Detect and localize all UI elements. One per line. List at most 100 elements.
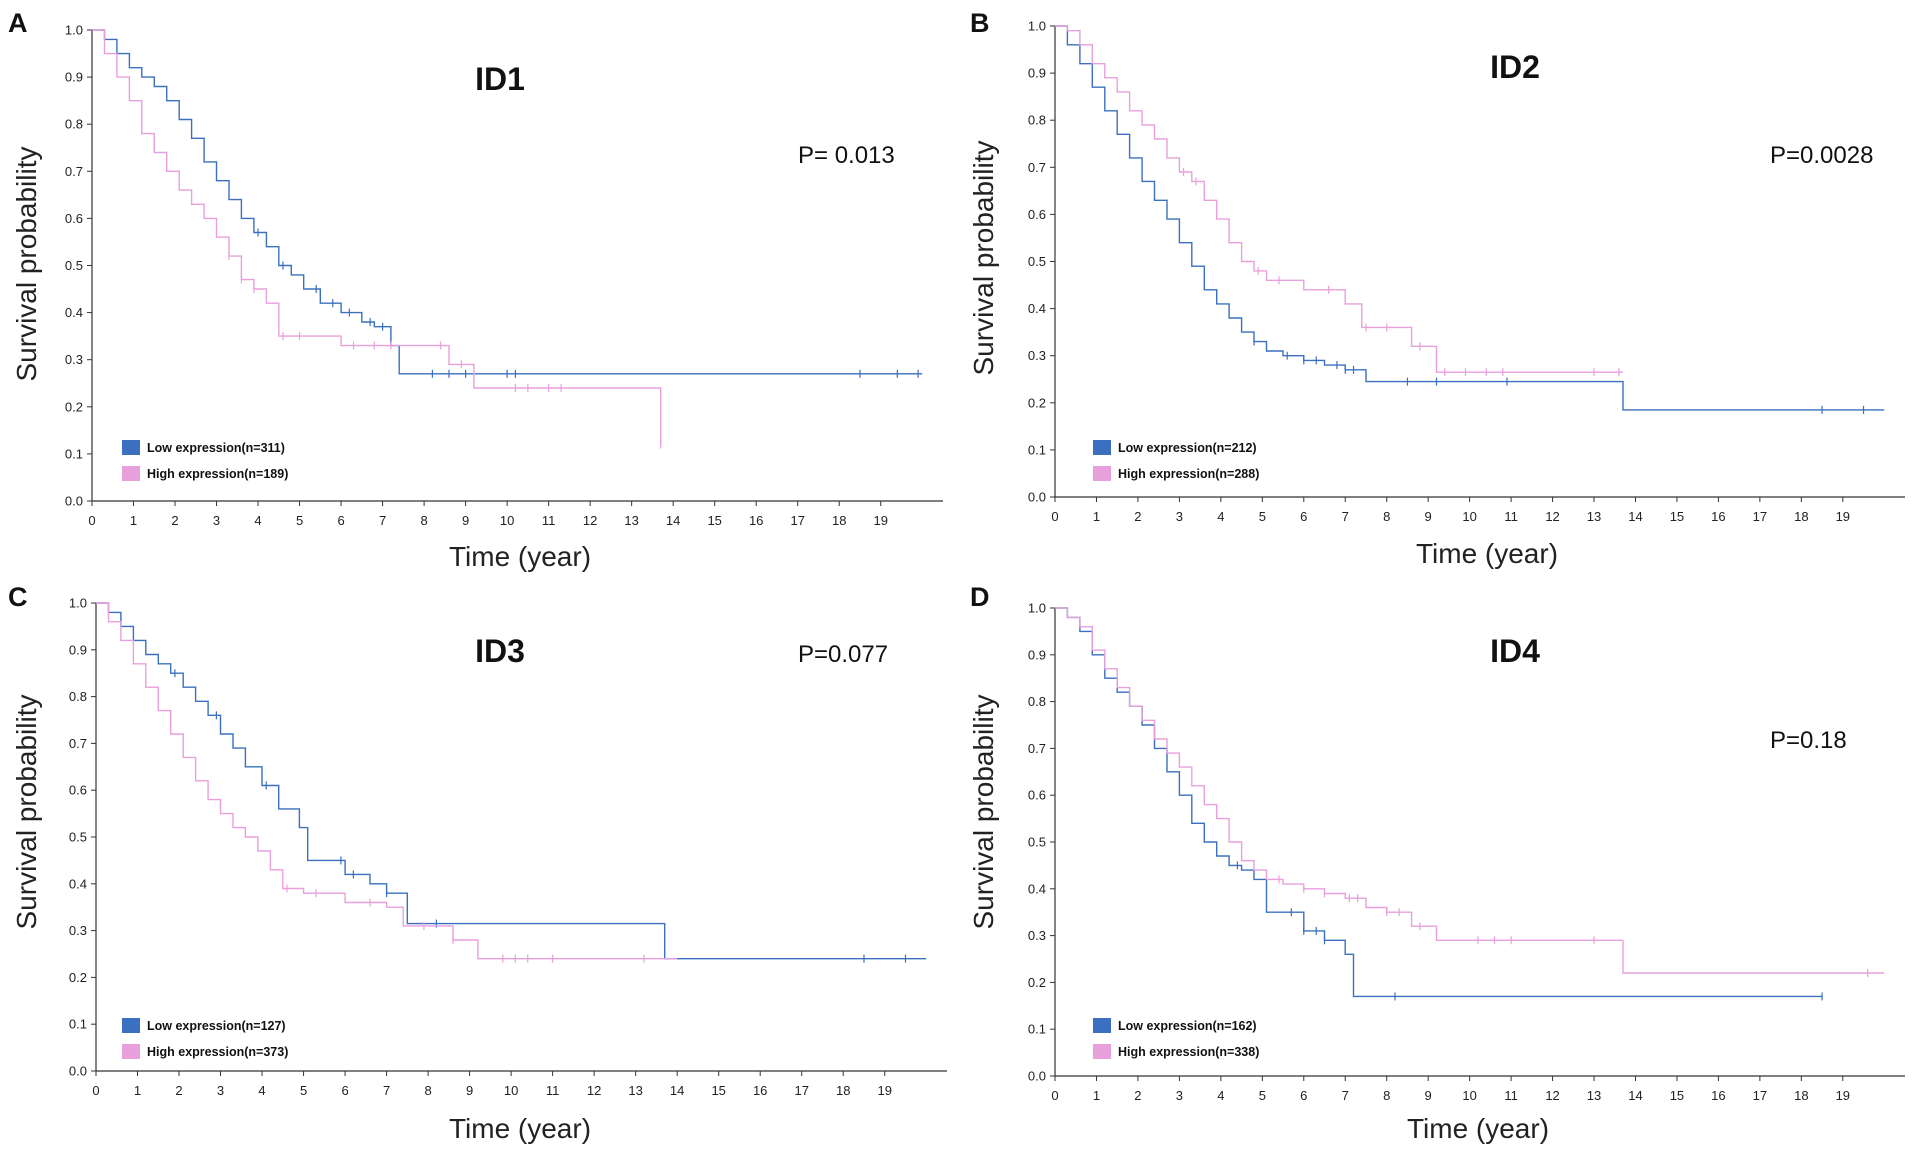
x-tick-label-d: 15 <box>1670 1088 1684 1103</box>
x-tick-label-c: 9 <box>466 1083 473 1098</box>
x-tick-label-b: 18 <box>1794 509 1808 524</box>
x-tick-label-b: 8 <box>1383 509 1390 524</box>
x-tick-label-a: 5 <box>296 513 303 528</box>
y-tick-label-b: 0.9 <box>1028 66 1046 81</box>
x-tick-label-d: 8 <box>1383 1088 1390 1103</box>
x-tick-label-c: 19 <box>877 1083 891 1098</box>
p-value-b: P=0.0028 <box>1770 142 1873 169</box>
x-tick-label-b: 0 <box>1051 509 1058 524</box>
legend-swatch-high-b <box>1093 466 1111 481</box>
x-tick-label-d: 17 <box>1753 1088 1767 1103</box>
chart-title-b: ID2 <box>1490 49 1540 85</box>
km-curve-low-d <box>1055 607 1823 998</box>
km-curve-low-c <box>96 602 927 960</box>
x-tick-label-b: 7 <box>1342 509 1349 524</box>
y-tick-label-b: 0.1 <box>1028 442 1046 457</box>
legend-swatch-low-d <box>1093 1018 1111 1033</box>
chart-title-c: ID3 <box>475 633 525 669</box>
legend-c: Low expression(n=127) High expression(n=… <box>122 1018 288 1059</box>
x-tick-label-b: 6 <box>1300 509 1307 524</box>
x-tick-label-b: 12 <box>1545 509 1559 524</box>
panel-d: D ID4 P=0.18 Survival probability Time (… <box>968 582 1905 1144</box>
y-tick-label-d: 0.1 <box>1028 1022 1046 1037</box>
y-tick-label-a: 0.5 <box>65 258 83 273</box>
y-tick-label-a: 0.9 <box>65 70 83 85</box>
x-tick-label-b: 4 <box>1217 509 1224 524</box>
x-tick-label-d: 3 <box>1176 1088 1183 1103</box>
legend-a: Low expression(n=311) High expression(n=… <box>122 440 288 481</box>
x-tick-label-b: 11 <box>1504 509 1518 524</box>
legend-label-high-d: High expression(n=338) <box>1118 1045 1259 1059</box>
x-tick-label-a: 7 <box>379 513 386 528</box>
x-tick-label-c: 8 <box>424 1083 431 1098</box>
x-tick-label-a: 6 <box>337 513 344 528</box>
km-curve-low-a <box>92 29 923 375</box>
y-tick-label-d: 0.5 <box>1028 835 1046 850</box>
x-tick-label-d: 19 <box>1836 1088 1850 1103</box>
legend-swatch-low-c <box>122 1018 140 1033</box>
x-tick-label-d: 10 <box>1462 1088 1476 1103</box>
x-tick-label-b: 19 <box>1836 509 1850 524</box>
x-tick-label-b: 15 <box>1670 509 1684 524</box>
x-tick-label-c: 11 <box>546 1083 560 1098</box>
x-tick-label-b: 13 <box>1587 509 1601 524</box>
plot-area-d: 0.00.10.20.30.40.50.60.70.80.91.00 1 2 3 4 5 6… <box>1028 601 1905 1103</box>
y-tick-label-c: 0.4 <box>69 876 87 891</box>
km-curve-high-b <box>1055 25 1623 373</box>
y-axis-label-c: Survival probability <box>11 695 42 930</box>
x-tick-label-a: 17 <box>790 513 804 528</box>
x-tick-label-a: 11 <box>542 513 556 528</box>
x-tick-label-a: 10 <box>500 513 514 528</box>
y-tick-label-a: 0.3 <box>65 352 83 367</box>
p-value-c: P=0.077 <box>798 641 888 668</box>
x-tick-label-c: 15 <box>711 1083 725 1098</box>
legend-label-low-d: Low expression(n=162) <box>1118 1019 1257 1033</box>
x-tick-label-c: 0 <box>92 1083 99 1098</box>
y-tick-label-b: 0.2 <box>1028 395 1046 410</box>
y-tick-label-c: 0.0 <box>69 1064 87 1079</box>
legend-swatch-high-c <box>122 1044 140 1059</box>
x-tick-label-c: 18 <box>836 1083 850 1098</box>
chart-title-a: ID1 <box>475 61 525 97</box>
y-tick-label-d: 0.3 <box>1028 928 1046 943</box>
x-tick-label-d: 4 <box>1217 1088 1224 1103</box>
y-tick-label-d: 1.0 <box>1028 601 1046 616</box>
x-tick-label-c: 5 <box>300 1083 307 1098</box>
x-tick-label-c: 14 <box>670 1083 684 1098</box>
x-tick-label-b: 2 <box>1134 509 1141 524</box>
y-tick-label-b: 0.6 <box>1028 207 1046 222</box>
y-tick-label-c: 0.2 <box>69 970 87 985</box>
y-tick-label-a: 1.0 <box>65 23 83 38</box>
x-tick-label-c: 13 <box>628 1083 642 1098</box>
x-tick-label-a: 2 <box>171 513 178 528</box>
x-tick-label-d: 5 <box>1259 1088 1266 1103</box>
y-tick-label-a: 0.2 <box>65 399 83 414</box>
y-tick-label-c: 0.7 <box>69 736 87 751</box>
km-curve-high-c <box>96 602 678 960</box>
y-tick-label-a: 0.1 <box>65 446 83 461</box>
x-tick-label-b: 3 <box>1176 509 1183 524</box>
x-tick-label-a: 8 <box>420 513 427 528</box>
y-tick-label-c: 0.1 <box>69 1017 87 1032</box>
legend-swatch-high-d <box>1093 1044 1111 1059</box>
x-tick-label-a: 15 <box>707 513 721 528</box>
y-tick-label-c: 1.0 <box>69 596 87 611</box>
y-axis-label-d: Survival probability <box>968 695 999 930</box>
x-tick-label-a: 14 <box>666 513 680 528</box>
x-tick-label-c: 4 <box>258 1083 265 1098</box>
x-axis-label-d: Time (year) <box>1407 1113 1549 1144</box>
legend-swatch-high-a <box>122 466 140 481</box>
panel-letter-b: B <box>970 8 990 38</box>
x-tick-label-d: 18 <box>1794 1088 1808 1103</box>
plot-area-b: 0.00.10.20.30.40.50.60.70.80.91.00 1 2 3 4 5 6… <box>1028 19 1905 524</box>
y-tick-label-d: 0.8 <box>1028 694 1046 709</box>
x-tick-label-d: 9 <box>1425 1088 1432 1103</box>
y-tick-label-d: 0.0 <box>1028 1069 1046 1084</box>
panel-a: A ID1 P= 0.013 Survival probability Time… <box>8 8 943 572</box>
x-tick-label-a: 16 <box>749 513 763 528</box>
x-tick-label-d: 13 <box>1587 1088 1601 1103</box>
x-tick-label-c: 17 <box>794 1083 808 1098</box>
x-tick-label-d: 1 <box>1093 1088 1100 1103</box>
y-tick-label-c: 0.3 <box>69 923 87 938</box>
